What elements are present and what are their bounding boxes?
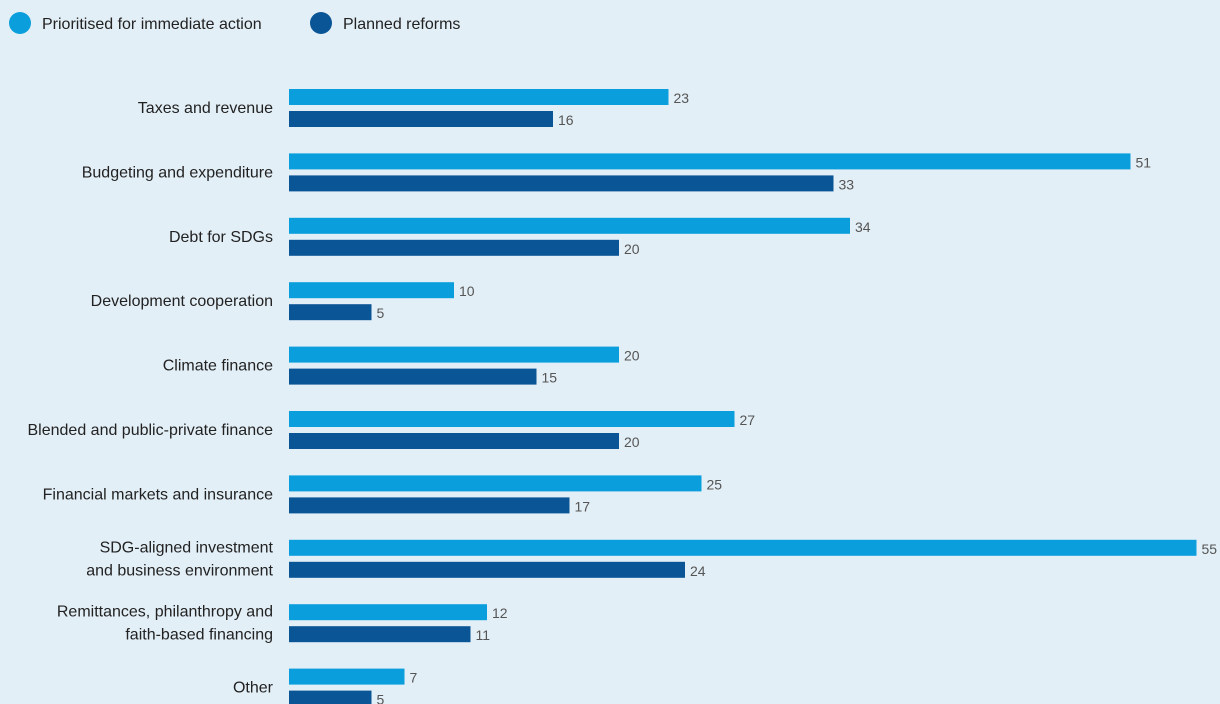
bar-value-label: 15 [542,370,558,386]
category-label-line: SDG-aligned investment [100,539,274,556]
bar-value-label: 11 [476,627,491,643]
category-label: Development cooperation [91,293,273,310]
category-label: Taxes and revenue [138,100,273,117]
category-label: Climate finance [163,358,273,375]
bar-value-label: 33 [839,176,855,192]
bar [289,282,454,299]
legend-item: Planned reforms [310,12,460,34]
bar [289,433,619,449]
category-label: Financial markets and insurance [43,486,273,503]
bar-value-label: 7 [410,670,418,686]
bar [289,561,685,578]
bar-value-label: 5 [377,305,385,321]
category-label-line: Taxes and revenue [138,100,273,117]
bar [289,175,834,192]
bar [289,497,570,514]
category-label-line: Remittances, philanthropy and [57,604,273,621]
bar-value-label: 34 [855,219,871,235]
bar-value-label: 20 [624,241,640,257]
bar-value-label: 27 [740,412,756,428]
bar-value-label: 17 [575,498,591,514]
category-label: Remittances, philanthropy and faith-based… [57,604,273,644]
bar [289,239,619,256]
legend-swatch [9,12,31,34]
bar-value-label: 16 [558,112,574,128]
category-label: SDG-aligned investment and business envir… [86,539,273,579]
bar-value-label: 20 [624,348,640,364]
bar-value-label: 20 [624,434,640,450]
legend-label: Prioritised for immediate action [42,16,262,33]
category-label: Blended and public-private finance [28,422,274,439]
bar [289,368,537,385]
category-label: Debt for SDGs [169,229,273,246]
bar-value-label: 25 [707,476,723,492]
category-label-line: Other [233,680,274,697]
category-label-line: faith-based financing [125,627,273,644]
bar-value-label: 55 [1202,541,1218,557]
bar [289,346,619,363]
bar [289,668,405,685]
bar-value-label: 5 [377,692,385,704]
category-label-line: Blended and public-private finance [28,422,274,439]
category-label-line: and business environment [86,562,273,579]
category-label: Other [233,680,274,697]
bar [289,539,1197,556]
bar-value-label: 24 [690,563,706,579]
legend-label: Planned reforms [343,16,460,33]
bar [289,89,669,105]
bar [289,217,850,234]
category-label-line: Debt for SDGs [169,229,273,246]
category-label-line: Development cooperation [91,293,273,310]
legend-swatch [310,12,332,34]
bar [289,304,372,321]
bar [289,690,372,704]
bar [289,411,735,427]
bar-value-label: 23 [674,90,690,106]
bar [289,153,1131,170]
bar [289,111,553,127]
bar [289,626,471,643]
legend-item: Prioritised for immediate action [9,12,262,34]
bar-value-label: 10 [459,283,475,299]
category-label: Budgeting and expenditure [82,164,273,181]
category-label-line: Climate finance [163,358,273,375]
bar [289,604,487,621]
bar-value-label: 51 [1136,154,1152,170]
category-label-line: Budgeting and expenditure [82,164,273,181]
bar [289,475,702,492]
bar-value-label: 12 [492,605,508,621]
category-label-line: Financial markets and insurance [43,486,273,503]
